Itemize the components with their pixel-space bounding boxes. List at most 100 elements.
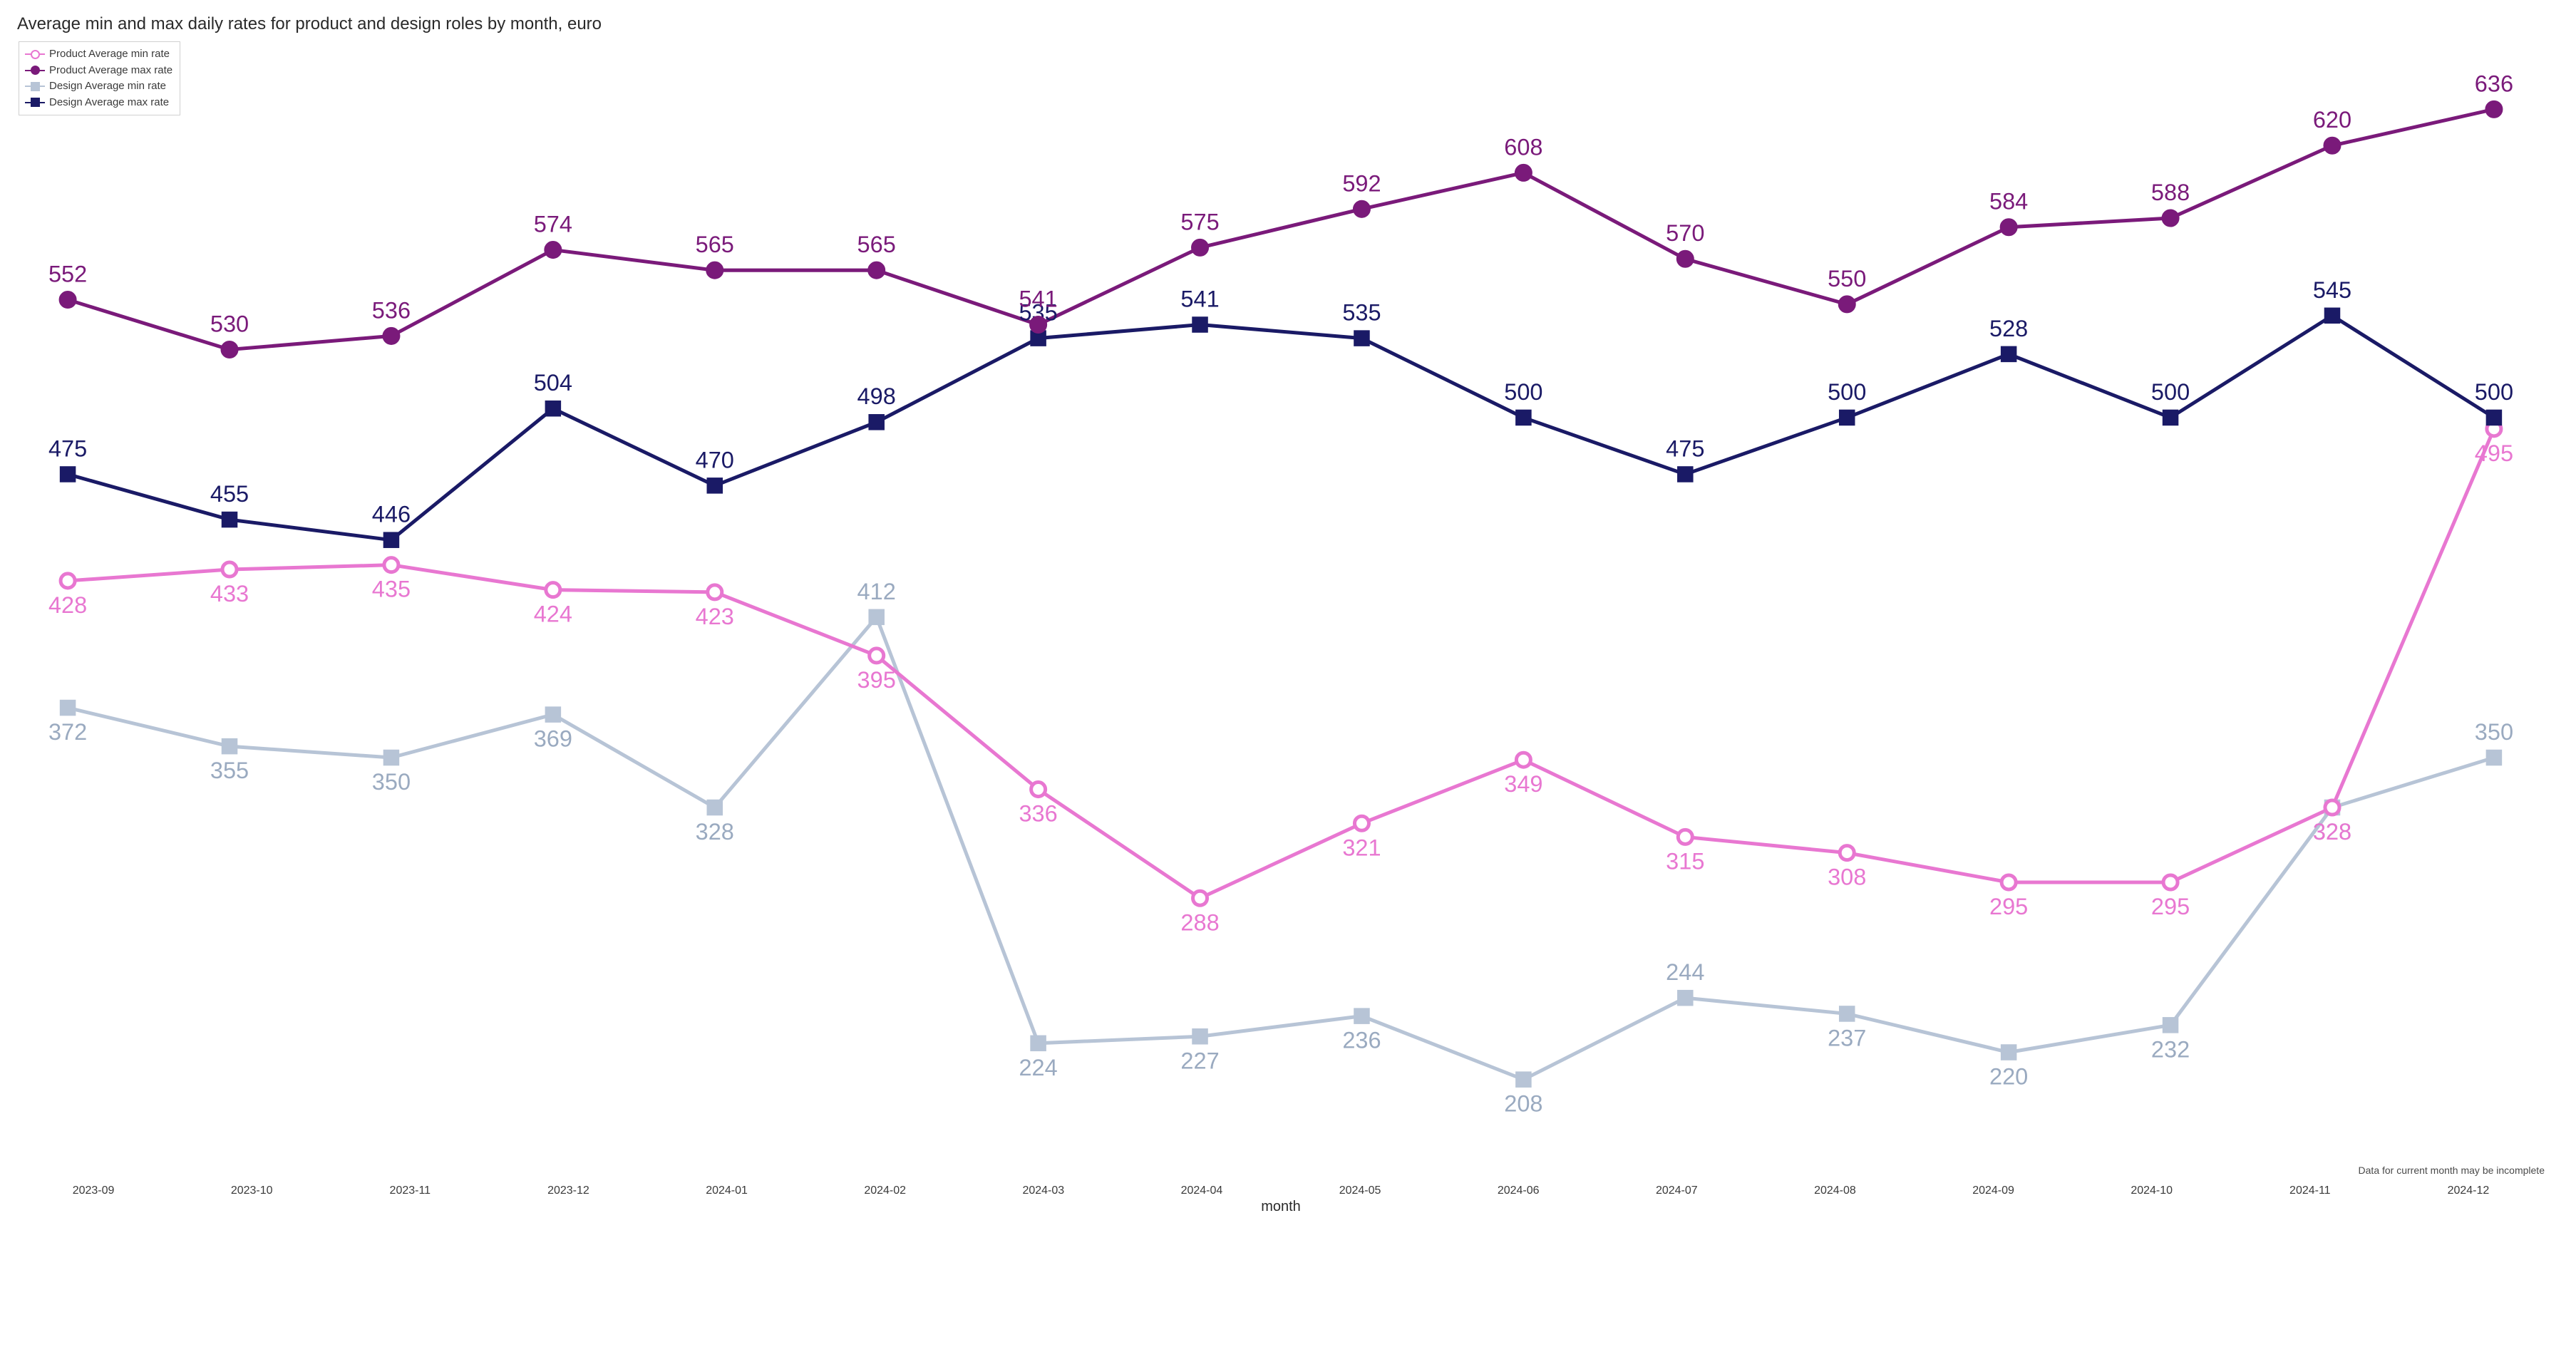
value-label-product_min: 435 <box>372 577 411 602</box>
marker-product_min <box>1031 783 1046 797</box>
x-tick: 2024-11 <box>2231 1185 2389 1197</box>
marker-product_max <box>708 263 722 277</box>
marker-design_max <box>1516 411 1530 425</box>
y-axis-label: Rate <box>0 593 3 623</box>
value-label-product_min: 423 <box>696 604 734 629</box>
chart-container: Average min and max daily rates for prod… <box>0 0 2576 1229</box>
marker-design_min <box>222 739 237 753</box>
value-label-product_min: 395 <box>857 667 896 693</box>
x-tick: 2024-04 <box>1123 1185 1281 1197</box>
value-label-product_max: 565 <box>857 232 896 257</box>
marker-product_max <box>2487 102 2501 116</box>
x-tick: 2024-10 <box>2073 1185 2231 1197</box>
value-label-design_max: 545 <box>2313 277 2351 303</box>
x-axis-ticks: 2023-092023-102023-112023-122024-012024-… <box>14 1185 2547 1197</box>
series-line-design_max <box>68 316 2494 540</box>
value-label-product_min: 495 <box>2475 440 2513 466</box>
marker-product_min <box>708 585 722 599</box>
marker-design_min <box>1678 991 1692 1005</box>
legend-label: Design Average min rate <box>49 78 166 95</box>
value-label-design_min: 220 <box>1989 1064 2028 1090</box>
value-label-design_min: 208 <box>1504 1091 1542 1117</box>
square-icon <box>31 82 40 91</box>
marker-product_max <box>384 329 398 343</box>
marker-product_min <box>1516 753 1530 767</box>
value-label-product_max: 530 <box>210 311 249 336</box>
marker-design_min <box>546 708 560 722</box>
marker-design_min <box>2487 750 2501 765</box>
marker-design_max <box>2001 347 2016 361</box>
x-tick: 2024-07 <box>1597 1185 1756 1197</box>
value-label-product_max: 575 <box>1180 209 1219 234</box>
value-label-design_min: 227 <box>1180 1048 1219 1073</box>
marker-product_min <box>1840 846 1854 860</box>
marker-product_max <box>546 243 560 257</box>
legend-swatch <box>25 49 45 59</box>
value-label-design_max: 500 <box>2475 379 2513 405</box>
value-label-product_min: 428 <box>48 592 87 618</box>
value-label-product_min: 328 <box>2313 819 2351 845</box>
x-tick: 2024-05 <box>1281 1185 1439 1197</box>
value-label-product_min: 424 <box>534 602 572 627</box>
marker-product_min <box>2325 800 2339 815</box>
marker-product_max <box>1031 318 1046 332</box>
value-label-product_max: 608 <box>1504 134 1542 160</box>
marker-product_max <box>1840 297 1854 311</box>
chart-svg: 3723553503693284122242272362082442372202… <box>14 37 2547 1179</box>
marker-design_min <box>1516 1073 1530 1087</box>
marker-design_max <box>870 415 884 429</box>
chart-title: Average min and max daily rates for prod… <box>17 14 2547 34</box>
marker-design_min <box>61 701 75 715</box>
x-tick: 2024-01 <box>648 1185 806 1197</box>
value-label-design_min: 244 <box>1666 959 1704 985</box>
value-label-design_max: 504 <box>534 370 572 396</box>
marker-design_min <box>2001 1046 2016 1060</box>
marker-product_max <box>61 293 75 307</box>
marker-product_max <box>1354 202 1369 216</box>
marker-design_max <box>1840 411 1854 425</box>
legend-label: Product Average max rate <box>49 63 172 79</box>
plot-area: Rate 37235535036932841222422723620824423… <box>14 37 2547 1179</box>
legend-swatch <box>25 81 45 91</box>
legend-swatch <box>25 66 45 76</box>
marker-product_min <box>2001 875 2016 889</box>
marker-design_max <box>2325 309 2339 323</box>
marker-design_min <box>384 750 398 765</box>
marker-design_max <box>384 533 398 547</box>
marker-product_min <box>546 583 560 597</box>
marker-product_min <box>870 649 884 663</box>
value-label-product_max: 574 <box>534 212 572 237</box>
x-tick: 2024-09 <box>1915 1185 2073 1197</box>
value-label-design_min: 350 <box>372 769 411 795</box>
x-tick: 2023-12 <box>489 1185 647 1197</box>
value-label-design_min: 355 <box>210 758 249 783</box>
marker-product_max <box>1516 165 1530 180</box>
marker-product_min <box>222 562 237 577</box>
marker-product_min <box>384 558 398 572</box>
value-label-product_min: 321 <box>1342 835 1381 860</box>
series-line-product_max <box>68 109 2494 349</box>
value-label-product_max: 620 <box>2313 107 2351 133</box>
value-label-design_max: 500 <box>2151 379 2190 405</box>
marker-product_max <box>1193 240 1207 254</box>
marker-product_min <box>1678 830 1692 844</box>
marker-product_min <box>1193 891 1207 905</box>
footnote: Data for current month may be incomplete <box>2359 1165 2545 1176</box>
marker-design_max <box>546 401 560 416</box>
marker-design_max <box>708 478 722 492</box>
value-label-product_min: 315 <box>1666 848 1704 874</box>
marker-design_max <box>222 512 237 527</box>
value-label-design_max: 475 <box>48 435 87 461</box>
x-tick: 2024-12 <box>2389 1185 2547 1197</box>
marker-design_min <box>708 800 722 815</box>
value-label-design_max: 500 <box>1828 379 1866 405</box>
value-label-product_max: 584 <box>1989 189 2028 215</box>
value-label-product_min: 308 <box>1828 865 1866 890</box>
circle-icon <box>31 50 40 59</box>
value-label-product_max: 588 <box>2151 180 2190 205</box>
marker-design_max <box>2163 411 2178 425</box>
x-tick: 2023-10 <box>172 1185 331 1197</box>
marker-design_min <box>1193 1029 1207 1043</box>
marker-design_max <box>61 467 75 481</box>
value-label-design_min: 224 <box>1019 1055 1057 1080</box>
